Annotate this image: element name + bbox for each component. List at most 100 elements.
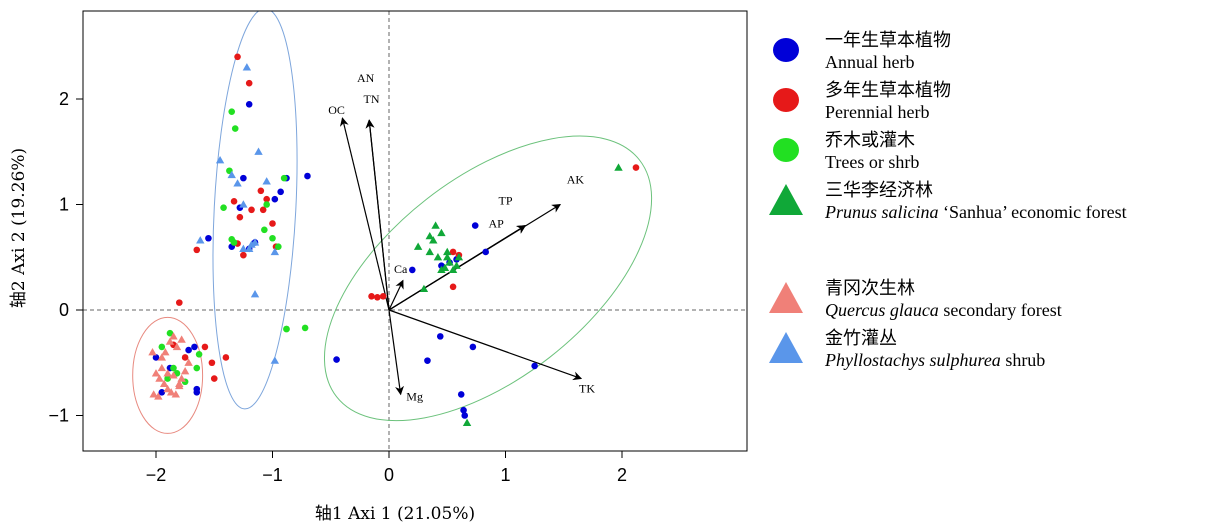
- point-phyllostachys: [243, 63, 251, 70]
- point-annual_herb: [424, 357, 431, 364]
- y-tick-label: 2: [59, 89, 69, 109]
- legend-label-en: Annual herb: [825, 52, 914, 73]
- ellipse-prunus: [275, 81, 701, 476]
- vector-label-mg: Mg: [406, 390, 423, 404]
- point-phyllostachys: [251, 290, 259, 297]
- point-annual_herb: [246, 101, 253, 108]
- legend-label-cn: 金竹灌丛: [825, 324, 897, 350]
- point-prunus: [414, 243, 422, 250]
- legend-item-quercus: 青冈次生林 Quercus glauca secondary forest: [765, 272, 1225, 322]
- point-annual_herb: [460, 407, 467, 414]
- legend-symbol-circle: [768, 83, 804, 117]
- legend-item-trees_shrub: 乔木或灌木 Trees or shrb: [765, 124, 1225, 174]
- point-phyllostachys: [233, 179, 241, 186]
- point-perennial_herb: [248, 206, 255, 213]
- point-perennial_herb: [368, 293, 375, 300]
- point-perennial_herb: [176, 299, 183, 306]
- point-phyllostachys: [196, 236, 204, 243]
- vector-label-tn: TN: [364, 92, 380, 106]
- point-annual_herb: [458, 391, 465, 398]
- point-trees_shrub: [302, 325, 309, 332]
- point-trees_shrub: [232, 125, 239, 132]
- point-perennial_herb: [211, 375, 218, 382]
- point-annual_herb: [531, 363, 538, 370]
- point-trees_shrub: [263, 201, 270, 208]
- point-trees_shrub: [275, 243, 282, 250]
- point-perennial_herb: [237, 214, 244, 221]
- vector-label-an: AN: [357, 71, 375, 85]
- point-phyllostachys: [262, 177, 270, 184]
- point-perennial_herb: [258, 187, 265, 194]
- point-trees_shrub: [228, 236, 235, 243]
- legend-symbol-triangle: [768, 183, 804, 217]
- point-prunus: [452, 261, 460, 268]
- point-annual_herb: [482, 249, 489, 256]
- point-trees_shrub: [193, 365, 200, 372]
- point-trees_shrub: [196, 351, 203, 358]
- legend-label-cn: 一年生草本植物: [825, 26, 951, 52]
- legend-label-en: Perennial herb: [825, 102, 929, 123]
- legend-symbol-triangle: [768, 281, 804, 315]
- x-tick-label: −1: [262, 465, 283, 485]
- x-axis-title: 轴1 Axi 1 (21.05%): [315, 504, 475, 524]
- vector-label-ca: Ca: [394, 262, 408, 276]
- point-prunus: [434, 253, 442, 260]
- point-trees_shrub: [281, 175, 288, 182]
- legend-item-perennial_herb: 多年生草本植物 Perennial herb: [765, 74, 1225, 124]
- point-quercus: [177, 335, 185, 342]
- legend-label-cn: 乔木或灌木: [825, 126, 915, 152]
- point-trees_shrub: [159, 344, 166, 351]
- point-perennial_herb: [240, 252, 247, 259]
- point-annual_herb: [272, 196, 279, 203]
- point-prunus: [426, 232, 434, 239]
- ellipse-phyllostachys: [204, 6, 306, 411]
- point-annual_herb: [240, 175, 247, 182]
- point-perennial_herb: [209, 359, 216, 366]
- legend-symbol-circle: [768, 33, 804, 67]
- y-axis-title: 轴2 Axi 2 (19.26%): [9, 148, 29, 308]
- y-tick-label: −1: [48, 406, 69, 426]
- point-annual_herb: [472, 222, 479, 229]
- point-trees_shrub: [283, 326, 290, 333]
- legend-item-annual_herb: 一年生草本植物 Annual herb: [765, 24, 1225, 74]
- legend-label-en: Trees or shrb: [825, 152, 919, 173]
- legend-label-cn: 多年生草本植物: [825, 76, 951, 102]
- point-trees_shrub: [228, 108, 235, 115]
- point-prunus: [420, 285, 428, 292]
- x-axis: −2 −1 0 1 2: [146, 451, 627, 485]
- legend-label-en: Prunus salicina ‘Sanhua’ economic forest: [825, 202, 1127, 223]
- point-trees_shrub: [269, 235, 276, 242]
- legend-item-phyllostachys: 金竹灌丛 Phyllostachys sulphurea shrub: [765, 322, 1225, 372]
- point-phyllostachys: [271, 356, 279, 363]
- point-annual_herb: [191, 344, 198, 351]
- point-perennial_herb: [633, 164, 640, 171]
- point-annual_herb: [470, 344, 477, 351]
- point-phyllostachys: [216, 156, 224, 163]
- vector-label-tp: TP: [498, 194, 512, 208]
- point-trees_shrub: [220, 204, 227, 211]
- point-annual_herb: [333, 356, 340, 363]
- legend-label-en: Quercus glauca secondary forest: [825, 300, 1062, 321]
- vector-labels: AN TN OC Ca TP AP AK TK Mg: [328, 71, 595, 404]
- y-axis: −1012: [48, 89, 83, 426]
- point-annual_herb: [437, 333, 444, 340]
- x-tick-label: 2: [617, 465, 627, 485]
- point-prunus: [614, 163, 622, 170]
- series-annual_herb: [153, 101, 538, 419]
- point-trees_shrub: [261, 227, 268, 234]
- legend: 一年生草本植物 Annual herb 多年生草本植物 Perennial herb 乔…: [765, 24, 1225, 372]
- plot-frame: [83, 11, 747, 451]
- legend-label-cn: 青冈次生林: [825, 274, 915, 300]
- legend-item-prunus: 三华李经济林 Prunus salicina ‘Sanhua’ economic …: [765, 174, 1225, 224]
- point-phyllostachys: [254, 148, 262, 155]
- point-annual_herb: [277, 189, 284, 196]
- legend-symbol-triangle: [768, 331, 804, 365]
- reference-lines: [83, 11, 747, 451]
- point-quercus: [181, 367, 189, 374]
- point-perennial_herb: [380, 293, 387, 300]
- y-tick-label: 1: [59, 195, 69, 215]
- point-perennial_herb: [182, 354, 189, 361]
- point-perennial_herb: [193, 247, 200, 254]
- point-perennial_herb: [450, 283, 457, 290]
- point-annual_herb: [185, 347, 192, 354]
